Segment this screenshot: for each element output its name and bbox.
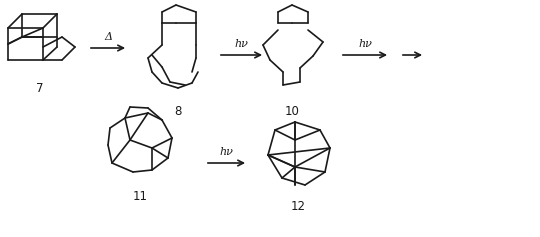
Text: hν: hν bbox=[234, 39, 248, 49]
Text: Δ: Δ bbox=[104, 32, 112, 42]
Text: 10: 10 bbox=[285, 105, 300, 118]
Text: hν: hν bbox=[220, 147, 233, 157]
Text: 11: 11 bbox=[132, 190, 147, 203]
Text: hν: hν bbox=[358, 39, 372, 49]
Text: 12: 12 bbox=[291, 200, 306, 213]
Text: 7: 7 bbox=[36, 82, 44, 95]
Text: 8: 8 bbox=[174, 105, 181, 118]
